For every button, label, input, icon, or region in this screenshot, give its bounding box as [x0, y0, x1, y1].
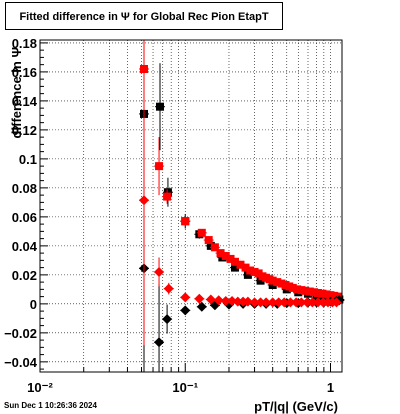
data-point-diamond [242, 296, 253, 307]
plot-frame [39, 39, 343, 373]
x-axis-label: pT/|q| (GeV/c) [254, 399, 338, 414]
data-point-square [236, 260, 245, 269]
y-tick-label: 0.1 [19, 152, 37, 167]
data-point-diamond [267, 297, 278, 308]
data-point-square [181, 217, 190, 226]
chart-title: Fitted difference in Ψ for Global Rec Pi… [5, 2, 283, 30]
data-point-diamond [232, 296, 243, 307]
data-point-square [250, 267, 259, 276]
y-tick-label: 0.16 [12, 65, 37, 80]
data-point-diamond [138, 195, 149, 206]
timestamp-footer: Sun Dec 1 10:26:36 2024 [4, 401, 97, 410]
data-point-diamond [213, 295, 224, 306]
data-point-square [305, 287, 314, 296]
data-series [138, 40, 345, 372]
data-point-diamond [220, 295, 231, 306]
y-tick-label: 0.12 [12, 123, 37, 138]
data-point-square [268, 276, 277, 285]
data-point-diamond [312, 297, 323, 308]
data-point-square [221, 252, 230, 261]
series-group [138, 55, 342, 346]
data-point-square [163, 188, 172, 197]
data-point-square [256, 276, 265, 285]
data-point-square [318, 289, 327, 298]
data-point-square [313, 288, 322, 297]
data-point-diamond [163, 283, 174, 294]
y-tick-label: −0.02 [4, 326, 37, 341]
y-tick-label: 0.02 [12, 268, 37, 283]
data-point-square [216, 249, 225, 258]
x-tick-label: 10⁻¹ [172, 380, 198, 395]
data-point-diamond [154, 266, 165, 277]
data-point-square [301, 286, 310, 295]
data-point-diamond [180, 305, 191, 316]
data-point-square [210, 243, 219, 252]
y-tick-label: 0 [30, 297, 37, 312]
data-point-square [230, 263, 239, 272]
data-point-square [206, 241, 215, 250]
y-tick-label: 0.04 [12, 239, 38, 254]
data-point-diamond [194, 293, 205, 304]
data-point-diamond [255, 297, 266, 308]
data-point-diamond [302, 297, 313, 308]
y-tick-label: 0.08 [12, 181, 37, 196]
data-point-diamond [180, 292, 191, 303]
data-point-square [241, 263, 250, 272]
data-point-square [155, 102, 164, 111]
data-point-diamond [291, 297, 302, 308]
data-point-diamond [307, 297, 318, 308]
y-tick-label: −0.04 [4, 355, 38, 370]
data-point-diamond [331, 297, 342, 308]
y-tick-label: 0.06 [12, 210, 37, 225]
data-point-diamond [285, 297, 296, 308]
x-tick-label: 10⁻² [27, 380, 53, 395]
data-point-square [273, 278, 282, 287]
data-point-square [268, 281, 277, 290]
data-point-square [197, 228, 206, 237]
y-tick-label: 0.14 [12, 94, 38, 109]
data-point-square [333, 292, 342, 301]
x-tick-label: 1 [327, 380, 334, 395]
data-point-square [155, 162, 164, 171]
data-point-diamond [227, 295, 238, 306]
data-point-diamond [196, 301, 207, 312]
data-point-square [226, 254, 235, 263]
data-point-diamond [162, 314, 173, 325]
series-group [138, 40, 343, 301]
data-point-diamond [205, 294, 216, 305]
grid-lines [39, 40, 342, 372]
axes: −0.04 −0.02 0 0.02 0.04 0.06 0.08 0.1 0.12 0.14 0.… [4, 36, 343, 395]
data-point-square [246, 266, 255, 275]
data-point-diamond [249, 297, 260, 308]
data-point-diamond [261, 297, 272, 308]
series-group [138, 123, 345, 372]
data-point-square [163, 192, 172, 201]
y-axis-label: difference in Ψ [9, 47, 24, 138]
data-point-diamond [273, 297, 284, 308]
data-point-square [230, 257, 239, 266]
data-point-diamond [296, 297, 307, 308]
data-point-square [243, 270, 252, 279]
data-point-square [204, 236, 213, 245]
data-point-diamond [154, 337, 165, 348]
data-point-diamond [279, 297, 290, 308]
y-tick-label: 0.18 [12, 36, 37, 51]
data-point-square [293, 285, 302, 294]
data-point-square [288, 283, 297, 292]
